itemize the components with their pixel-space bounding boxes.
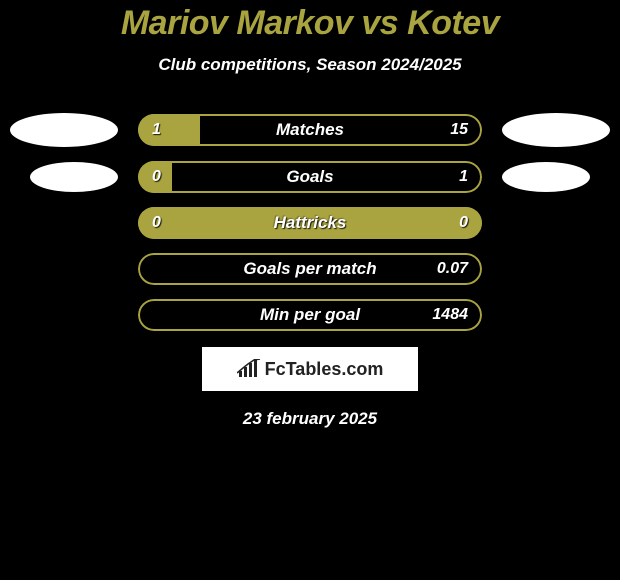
- comparison-card: Mariov Markov vs Kotev Club competitions…: [0, 0, 620, 429]
- stat-row: 1 Matches 15: [0, 113, 620, 147]
- subtitle: Club competitions, Season 2024/2025: [0, 55, 620, 75]
- stat-row: Min per goal 1484: [0, 299, 620, 331]
- stat-value-right: 0: [459, 214, 468, 232]
- stat-bar: 0 Hattricks 0: [138, 207, 482, 239]
- player-left-oval: [30, 162, 118, 192]
- stat-row: 0 Goals 1: [0, 161, 620, 193]
- player-right-oval: [502, 113, 610, 147]
- player-right-oval: [502, 162, 590, 192]
- chart-icon: [237, 359, 261, 379]
- stat-value-right: 1484: [432, 306, 468, 324]
- stat-bar: 1 Matches 15: [138, 114, 482, 146]
- stat-bar: Min per goal 1484: [138, 299, 482, 331]
- stat-label: Goals: [138, 167, 482, 187]
- player-left-oval: [10, 113, 118, 147]
- stat-row: 0 Hattricks 0: [0, 207, 620, 239]
- stat-value-right: 1: [459, 168, 468, 186]
- stat-label: Hattricks: [138, 213, 482, 233]
- page-title: Mariov Markov vs Kotev: [0, 4, 620, 43]
- brand-text: FcTables.com: [265, 359, 384, 380]
- date-label: 23 february 2025: [0, 409, 620, 429]
- stat-row: Goals per match 0.07: [0, 253, 620, 285]
- stat-bar: Goals per match 0.07: [138, 253, 482, 285]
- brand-logo: FcTables.com: [202, 347, 418, 391]
- stat-label: Matches: [138, 120, 482, 140]
- stat-bar: 0 Goals 1: [138, 161, 482, 193]
- stat-label: Goals per match: [138, 259, 482, 279]
- stat-value-right: 15: [450, 121, 468, 139]
- stat-value-right: 0.07: [437, 260, 468, 278]
- stat-label: Min per goal: [138, 305, 482, 325]
